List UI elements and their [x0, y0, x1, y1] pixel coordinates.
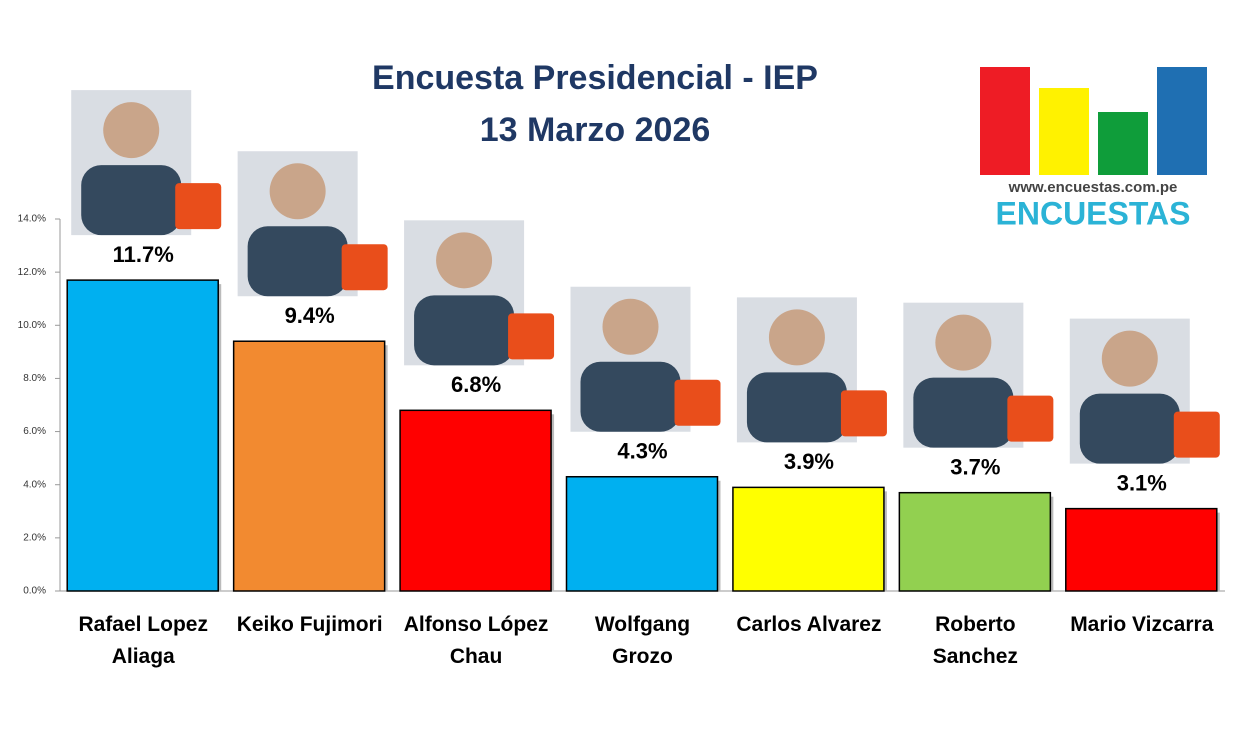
logo-bar [1157, 67, 1207, 175]
y-tick-label: 10.0% [18, 320, 46, 331]
candidate-body [414, 295, 515, 366]
candidate-head [602, 298, 659, 355]
value-label: 3.1% [1117, 470, 1167, 495]
value-label: 4.3% [617, 439, 667, 464]
x-tick-label: Carlos Alvarez [736, 613, 882, 636]
y-tick-label: 8.0% [23, 373, 46, 384]
candidate-head [436, 232, 493, 289]
candidate-body [247, 226, 348, 297]
y-tick-label: 12.0% [18, 267, 46, 278]
logo-bar [1039, 88, 1089, 175]
logo-url: www.encuestas.com.pe [1008, 179, 1178, 196]
candidate-head [269, 163, 326, 220]
y-tick-label: 2.0% [23, 532, 46, 543]
chart-title: Encuesta Presidencial - IEP [372, 59, 818, 97]
bar [732, 486, 885, 592]
candidate-body [81, 165, 182, 236]
candidate-head [935, 314, 992, 371]
x-tick-label: Roberto Sanchez [932, 613, 1018, 668]
y-tick-label: 14.0% [18, 214, 46, 225]
party-logo [175, 183, 222, 230]
logo-name: ENCUESTAS [996, 195, 1191, 231]
bar [565, 475, 719, 592]
y-tick-label: 6.0% [23, 426, 46, 437]
x-tick-label: Alfonso López Chau [403, 613, 549, 668]
candidate-body [913, 377, 1014, 448]
y-tick-label: 0.0% [23, 586, 46, 597]
x-tick-label: Wolfgang Grozo [594, 613, 691, 668]
candidate-head [103, 102, 160, 159]
candidate-body [746, 372, 847, 443]
candidate-head [1101, 330, 1158, 387]
logo-bar [980, 67, 1030, 175]
x-tick-label: Keiko Fujimori [236, 613, 383, 636]
bar [66, 279, 219, 592]
logo: www.encuestas.com.pe ENCUESTAS [980, 67, 1207, 231]
y-tick-label: 4.0% [23, 479, 46, 490]
candidate-body [580, 361, 681, 432]
party-logo [840, 390, 887, 437]
bar [399, 409, 552, 592]
candidate-body [1079, 393, 1180, 464]
value-label: 9.4% [285, 303, 335, 328]
bar [1065, 507, 1218, 592]
value-label: 6.8% [451, 372, 501, 397]
x-tick-label: Mario Vizcarra [1070, 613, 1214, 636]
party-logo [1173, 411, 1220, 458]
chart-subtitle: 13 Marzo 2026 [480, 111, 711, 149]
x-tick-label: Rafael Lopez Aliaga [78, 613, 208, 668]
value-label: 3.7% [950, 454, 1000, 479]
party-logo [674, 379, 721, 426]
bar [898, 491, 1052, 592]
party-logo [508, 313, 555, 360]
value-label: 3.9% [784, 449, 834, 474]
party-logo [341, 244, 388, 291]
bar [232, 340, 386, 592]
logo-bar [1098, 112, 1148, 175]
candidate-head [768, 309, 825, 366]
party-logo [1007, 395, 1054, 442]
value-label: 11.7% [113, 242, 174, 267]
